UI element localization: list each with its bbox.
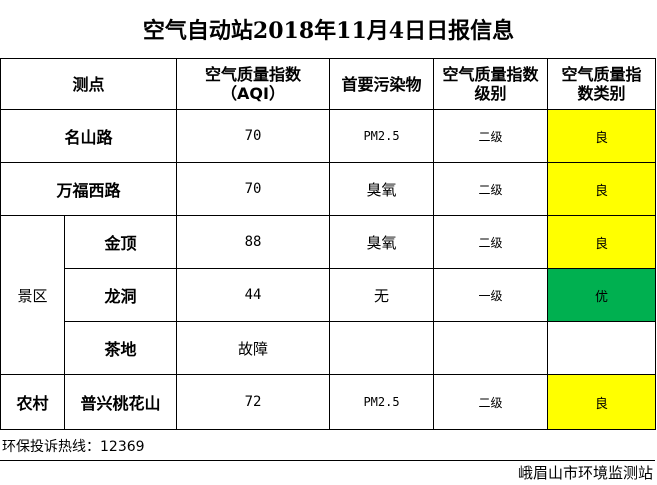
footer-divider — [0, 460, 655, 461]
aqi-value: 故障 — [176, 321, 331, 375]
aqi-level: 一级 — [433, 268, 549, 322]
primary-pollutant: 臭氧 — [329, 215, 435, 269]
aqi-value: 88 — [176, 215, 331, 269]
aqi-level: 二级 — [433, 162, 549, 216]
table-row: 农村 普兴桃花山 72 PM2.5 二级 良 — [0, 374, 657, 430]
aqi-value: 44 — [176, 268, 331, 322]
group-label-scenic: 景区 — [0, 215, 65, 375]
aqi-level: 二级 — [433, 215, 549, 269]
station-name: 万福西路 — [0, 162, 178, 216]
table-row: 龙洞 44 无 一级 优 — [1, 268, 657, 322]
aqi-category: 良 — [547, 162, 657, 216]
aqi-level: 二级 — [433, 374, 549, 430]
header-level: 空气质量指数 级别 — [433, 58, 549, 110]
aqi-level — [433, 321, 549, 375]
header-category-line2: 数类别 — [577, 84, 626, 103]
aqi-value: 72 — [176, 374, 331, 430]
group-label-rural: 农村 — [0, 374, 65, 430]
header-aqi-line1: 空气质量指数 — [205, 65, 302, 84]
primary-pollutant: PM2.5 — [329, 109, 435, 163]
issuer-name: 峨眉山市环境监测站 — [517, 464, 653, 482]
station-name: 龙洞 — [63, 268, 178, 322]
header-row: 测点 空气质量指数 （AQI） 首要污染物 空气质量指数 级别 空气质量指 数类… — [0, 58, 657, 110]
primary-pollutant: 无 — [329, 268, 435, 322]
report-title: 空气自动站2018年11月4日日报信息 — [142, 18, 515, 44]
table-row: 景区 金顶 88 臭氧 二级 良 — [0, 215, 657, 375]
aqi-level: 二级 — [433, 109, 549, 163]
table-row: 茶地 故障 — [1, 321, 657, 375]
header-category: 空气质量指 数类别 — [547, 58, 657, 110]
aqi-category — [547, 321, 657, 375]
header-pollutant: 首要污染物 — [329, 58, 435, 110]
station-name: 名山路 — [0, 109, 178, 163]
header-station: 测点 — [0, 58, 178, 110]
primary-pollutant: 臭氧 — [329, 162, 435, 216]
aqi-category: 良 — [547, 109, 657, 163]
header-level-line2: 级别 — [474, 84, 507, 103]
station-name: 茶地 — [63, 321, 178, 375]
air-quality-table: 测点 空气质量指数 （AQI） 首要污染物 空气质量指数 级别 空气质量指 数类… — [0, 58, 657, 430]
header-aqi-line2: （AQI） — [221, 84, 285, 103]
station-name: 金顶 — [63, 215, 178, 269]
header-aqi: 空气质量指数 （AQI） — [176, 58, 331, 110]
aqi-value: 70 — [176, 162, 331, 216]
table-row: 万福西路 70 臭氧 二级 良 — [0, 162, 657, 216]
aqi-value: 70 — [176, 109, 331, 163]
aqi-category: 良 — [547, 215, 657, 269]
aqi-category: 良 — [547, 374, 657, 430]
station-name: 普兴桃花山 — [63, 374, 178, 430]
header-level-line1: 空气质量指数 — [442, 65, 539, 84]
primary-pollutant: PM2.5 — [329, 374, 435, 430]
aqi-category: 优 — [547, 268, 657, 322]
complaint-hotline: 环保投诉热线：12369 — [2, 439, 145, 455]
table-row: 名山路 70 PM2.5 二级 良 — [0, 109, 657, 163]
header-category-line1: 空气质量指 — [561, 65, 642, 84]
primary-pollutant — [329, 321, 435, 375]
